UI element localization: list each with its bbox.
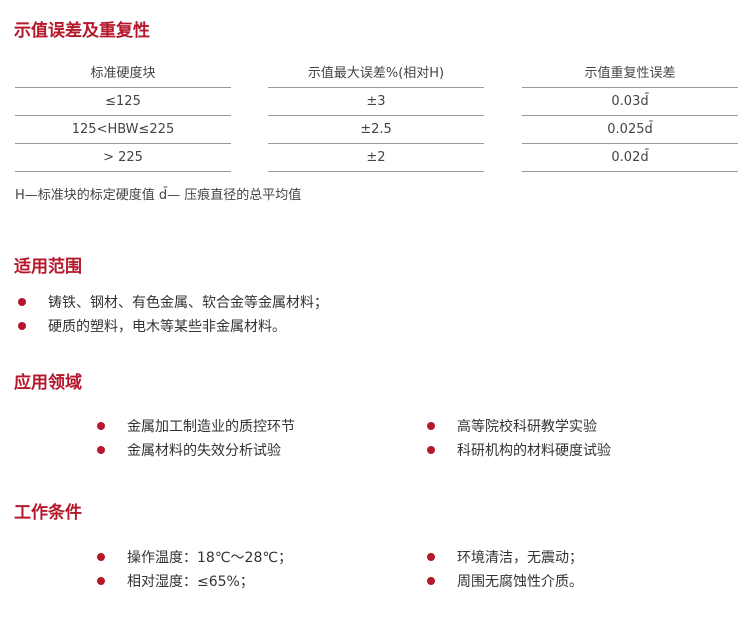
list-item: 高等院校科研教学实验 [427, 416, 597, 436]
list-item: 环境清洁，无震动； [427, 547, 583, 567]
table-column-standard-block: 标准硬度块 ≤125 125<HBW≤225 > 225 [15, 60, 231, 172]
list-item-text: 高等院校科研教学实验 [457, 419, 597, 435]
table-cell: ±3 [268, 88, 484, 116]
table-header: 示值最大误差%(相对H) [268, 60, 484, 88]
list-item: 金属材料的失效分析试验 [97, 440, 281, 460]
bullet-icon [97, 446, 105, 454]
list-item: 硬质的塑料，电木等某些非金属材料。 [18, 316, 286, 336]
list-item: 铸铁、钢材、有色金属、软合金等金属材料； [18, 292, 328, 312]
list-item: 相对湿度：≤65%； [97, 571, 254, 591]
list-item-text: 操作温度：18℃～28℃； [127, 550, 293, 566]
table-cell: > 225 [15, 144, 231, 172]
table-cell: ±2.5 [268, 116, 484, 144]
section-title-scope: 适用范围 [14, 257, 82, 277]
bullet-icon [97, 577, 105, 585]
bullet-icon [427, 446, 435, 454]
table-header: 标准硬度块 [15, 60, 231, 88]
table-cell: 0.02d̄ [522, 144, 738, 172]
bullet-icon [18, 322, 26, 330]
table-cell: 0.03d̄ [522, 88, 738, 116]
table-cell: 0.025d̄ [522, 116, 738, 144]
table-cell: ≤125 [15, 88, 231, 116]
list-item-text: 铸铁、钢材、有色金属、软合金等金属材料； [48, 295, 328, 311]
list-item-text: 科研机构的材料硬度试验 [457, 443, 611, 459]
list-item-text: 金属加工制造业的质控环节 [127, 419, 295, 435]
list-item-text: 硬质的塑料，电木等某些非金属材料。 [48, 319, 286, 335]
bullet-icon [427, 422, 435, 430]
bullet-icon [427, 553, 435, 561]
list-item: 操作温度：18℃～28℃； [97, 547, 292, 567]
bullet-icon [427, 577, 435, 585]
table-cell: ±2 [268, 144, 484, 172]
bullet-icon [97, 553, 105, 561]
table-cell: 125<HBW≤225 [15, 116, 231, 144]
table-note: H—标准块的标定硬度值 d̄— 压痕直径的总平均值 [15, 188, 302, 203]
list-item: 金属加工制造业的质控环节 [97, 416, 295, 436]
table-header: 示值重复性误差 [522, 60, 738, 88]
list-item-text: 环境清洁，无震动； [457, 550, 583, 566]
section-title-applications: 应用领域 [14, 373, 82, 393]
list-item: 周围无腐蚀性介质。 [427, 571, 583, 591]
section-title-conditions: 工作条件 [14, 503, 82, 523]
bullet-icon [97, 422, 105, 430]
bullet-icon [18, 298, 26, 306]
list-item: 科研机构的材料硬度试验 [427, 440, 611, 460]
list-item-text: 周围无腐蚀性介质。 [457, 574, 583, 590]
table-column-max-error: 示值最大误差%(相对H) ±3 ±2.5 ±2 [268, 60, 484, 172]
list-item-text: 相对湿度：≤65%； [127, 574, 254, 590]
table-column-repeatability: 示值重复性误差 0.03d̄ 0.025d̄ 0.02d̄ [522, 60, 738, 172]
section-title-accuracy: 示值误差及重复性 [14, 21, 150, 41]
list-item-text: 金属材料的失效分析试验 [127, 443, 281, 459]
